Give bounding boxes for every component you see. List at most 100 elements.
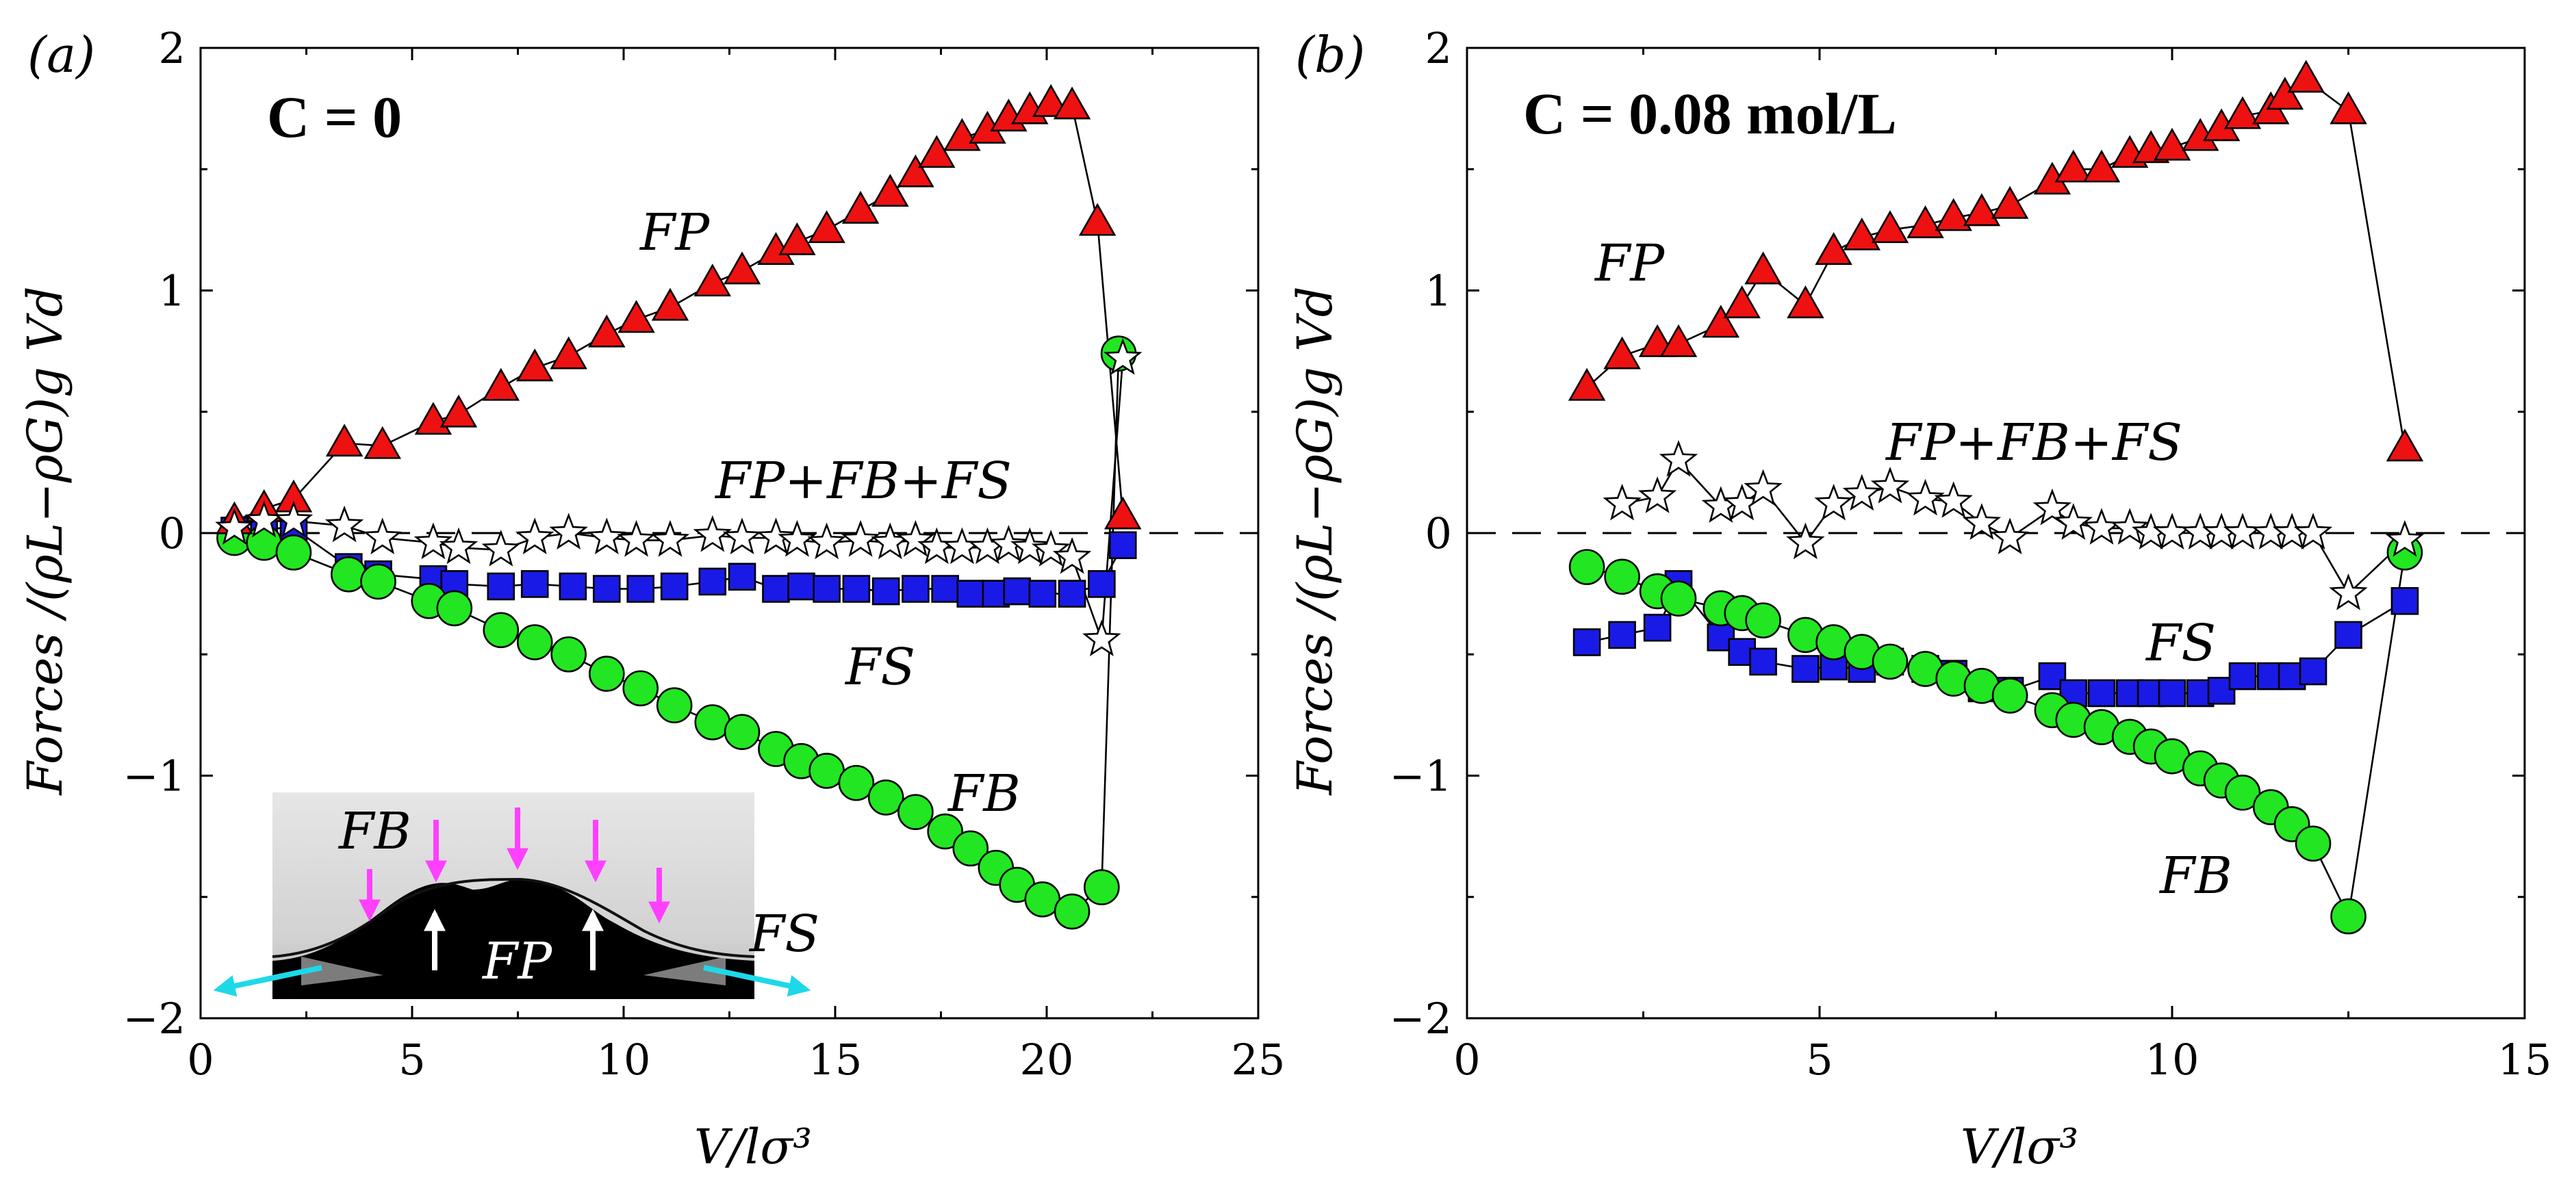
marker-fb [1568, 549, 1605, 585]
panel-b-label-sum: FP+FB+FS [1885, 413, 2182, 472]
x-tick-label: 25 [1232, 1035, 1286, 1085]
marker-fb [330, 556, 367, 593]
marker-fp [918, 135, 956, 168]
marker-fb [550, 636, 587, 673]
marker-sum [1934, 481, 1973, 518]
marker-fp [1659, 324, 1698, 357]
inset-droplet [272, 879, 754, 999]
inset-reflection-right [643, 957, 726, 985]
panel-a-label-fb: FB [947, 764, 1021, 823]
x-tick-label: 5 [1806, 1035, 1833, 1085]
marker-fs [956, 580, 985, 608]
marker-sum [515, 517, 554, 555]
marker-fb [897, 794, 934, 830]
inset-label-fp: FP [481, 932, 552, 991]
marker-fb [436, 590, 473, 627]
marker-fp [808, 210, 845, 244]
marker-fp [897, 154, 934, 187]
marker-fp [2054, 149, 2093, 183]
marker-sum [871, 522, 910, 560]
panel-b-ylabel: Forces /(ρL−ρG)g Vd [1287, 286, 1343, 796]
marker-fp [2330, 91, 2367, 125]
marker-fb [483, 612, 520, 649]
panel-b-markers-FB [1568, 534, 2423, 935]
marker-fs [1791, 655, 1820, 683]
marker-fp [364, 426, 401, 459]
marker-fs [520, 570, 549, 598]
marker-fs [1608, 621, 1636, 649]
marker-sum [2385, 519, 2425, 557]
panel-b-markers-Fsum [1603, 440, 2425, 610]
panel-b-tag: (b) [1295, 26, 1365, 83]
marker-sum [587, 517, 626, 555]
marker-sum [439, 527, 479, 565]
x-tick-label: 20 [1020, 1035, 1074, 1085]
marker-sum [841, 519, 880, 557]
marker-fp [1603, 336, 1641, 370]
marker-fb [656, 687, 693, 723]
marker-sum [481, 530, 521, 567]
marker-sum [2082, 508, 2121, 545]
marker-fp [693, 263, 732, 297]
y-tick-label: 0 [1425, 508, 1452, 558]
marker-fs [1643, 613, 1672, 642]
x-tick-label: 15 [808, 1035, 863, 1085]
inset-label-fs: FS [748, 905, 819, 963]
x-tick-label: 0 [187, 1035, 214, 1085]
marker-fs [2334, 621, 2362, 649]
marker-fp [2386, 428, 2424, 462]
marker-fb [622, 670, 659, 707]
marker-sum [274, 500, 314, 538]
panel-a-xlabel: V/lσ³ [694, 1119, 812, 1175]
marker-sum [1659, 440, 1698, 477]
marker-fs [813, 575, 841, 603]
marker-fs [2390, 586, 2419, 615]
marker-fp [1723, 285, 1761, 319]
marker-fp [1815, 232, 1852, 266]
panel-b-markers-FP [1568, 60, 2424, 462]
marker-sum [1103, 338, 1143, 375]
marker-fs [902, 575, 930, 603]
marker-fp [482, 367, 520, 401]
inset-droplet-image: FB FP FS [213, 792, 819, 999]
inset-reflection-left [301, 957, 383, 985]
marker-fp [1963, 193, 2001, 227]
marker-fp [617, 300, 655, 333]
x-tick-label: 10 [597, 1035, 651, 1085]
marker-sum [363, 517, 403, 555]
inset-label-fb: FB [337, 802, 411, 861]
marker-sum [1870, 466, 1910, 504]
marker-fb [2295, 825, 2332, 862]
marker-sum [413, 522, 453, 560]
marker-fp [723, 251, 761, 285]
marker-fb [1872, 643, 1909, 680]
marker-fs [2299, 657, 2328, 686]
marker-fb [516, 624, 553, 660]
panel-a-label-fs: FS [844, 638, 915, 697]
marker-sum [693, 515, 732, 552]
marker-sum [2329, 573, 2368, 610]
x-tick-label: 0 [1453, 1035, 1480, 1085]
marker-fb [867, 779, 904, 816]
panel-b: (b) C = 0.08 mol/L 0 5 10 15 −2 −1 0 1 2 FP FP+F… [1287, 23, 2551, 1175]
marker-fb [724, 714, 761, 750]
marker-sum [722, 517, 762, 555]
y-tick-label: −2 [123, 994, 186, 1044]
marker-sum [2054, 503, 2093, 540]
marker-fp [515, 348, 554, 382]
marker-sum [1010, 527, 1049, 565]
marker-fs [1572, 628, 1601, 656]
marker-fs [1028, 580, 1057, 608]
y-tick-label: 0 [159, 508, 186, 558]
panel-b-line-Fsum [1622, 458, 2406, 595]
marker-fp [325, 424, 364, 457]
marker-sum [1032, 530, 1071, 567]
panel-b-xlabel: V/lσ³ [1961, 1119, 2078, 1175]
marker-fs [931, 575, 959, 603]
marker-fs [559, 572, 587, 601]
marker-sum [617, 519, 656, 557]
marker-sum [1052, 536, 1092, 574]
marker-sum [324, 505, 364, 543]
panel-a-tag: (a) [27, 26, 95, 83]
